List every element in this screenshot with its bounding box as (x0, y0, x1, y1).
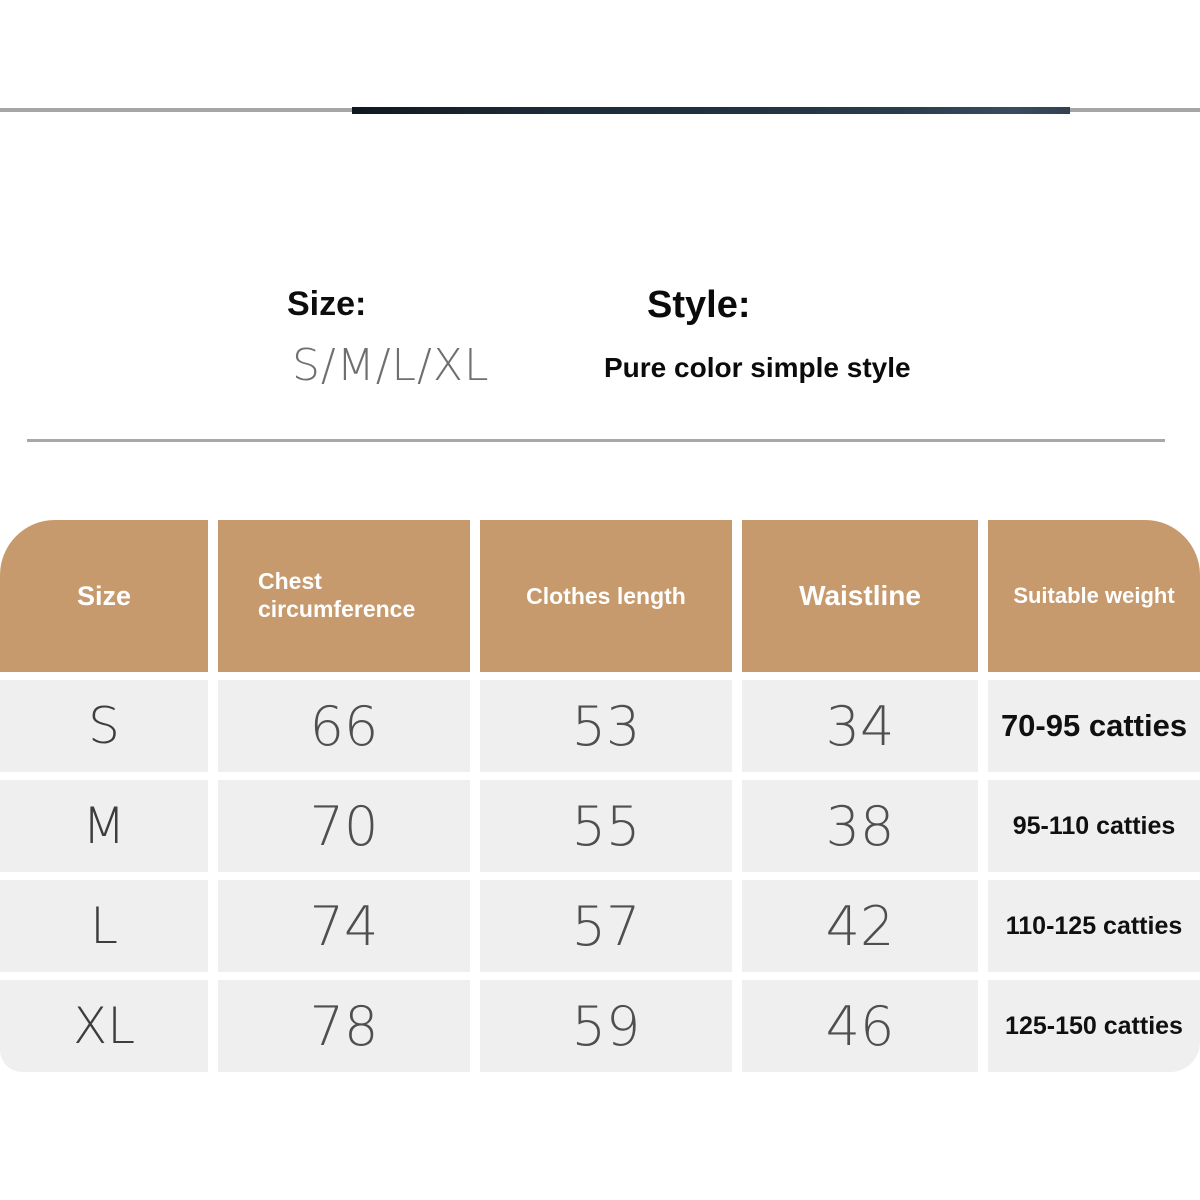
value-l-length: 57 (571, 894, 641, 958)
cell-xl-weight: 125-150 catties (988, 980, 1200, 1072)
value-m-weight: 95-110 catties (1012, 811, 1176, 840)
size-options-text: S/M/L/XL (292, 340, 490, 391)
header-waistline-label: Waistline (799, 580, 921, 611)
cell-l-waist: 42 (742, 880, 978, 972)
header-suitable-weight-label: Suitable weight (1013, 583, 1175, 608)
style-label: Style: (647, 284, 751, 326)
cell-m-waist: 38 (742, 780, 978, 872)
value-l-weight: 110-125 catties (1005, 911, 1183, 940)
cell-xl-size: XL (0, 980, 208, 1072)
photo-edge-dark-segment (352, 107, 1070, 114)
header-suitable-weight: Suitable weight (988, 520, 1200, 672)
value-m-chest: 70 (309, 794, 379, 858)
cell-s-size: S (0, 680, 208, 772)
value-xl-chest: 78 (309, 994, 379, 1058)
header-clothes-length: Clothes length (480, 520, 732, 672)
value-l-chest: 74 (309, 894, 379, 958)
value-s-waist: 34 (825, 694, 895, 758)
cell-s-length: 53 (480, 680, 732, 772)
header-chest-circumference-label: Chest circumference (258, 568, 416, 622)
size-l-label: L (90, 897, 118, 955)
value-m-length: 55 (571, 794, 641, 858)
cell-m-size: M (0, 780, 208, 872)
size-xl-label: XL (72, 997, 136, 1055)
photo-edge-left-segment (0, 108, 352, 112)
value-s-chest: 66 (309, 694, 379, 758)
value-s-weight: 70-95 catties (1000, 708, 1188, 743)
cell-m-weight: 95-110 catties (988, 780, 1200, 872)
size-chart-table: Size Chest circumference Clothes length … (0, 520, 1200, 1072)
cell-s-chest: 66 (218, 680, 470, 772)
size-label: Size: (287, 285, 367, 323)
cell-xl-chest: 78 (218, 980, 470, 1072)
value-l-waist: 42 (825, 894, 895, 958)
value-xl-length: 59 (571, 994, 641, 1058)
value-xl-waist: 46 (825, 994, 895, 1058)
size-m-label: M (82, 797, 126, 855)
cell-m-length: 55 (480, 780, 732, 872)
cell-s-weight: 70-95 catties (988, 680, 1200, 772)
cell-m-chest: 70 (218, 780, 470, 872)
size-s-label: S (88, 697, 120, 755)
header-waistline: Waistline (742, 520, 978, 672)
cell-l-chest: 74 (218, 880, 470, 972)
section-divider (27, 439, 1165, 442)
value-s-length: 53 (571, 694, 641, 758)
cell-s-waist: 34 (742, 680, 978, 772)
cell-l-length: 57 (480, 880, 732, 972)
header-chest-circumference: Chest circumference (218, 520, 470, 672)
header-clothes-length-label: Clothes length (526, 582, 686, 609)
cell-xl-waist: 46 (742, 980, 978, 1072)
style-value-text: Pure color simple style (604, 352, 911, 383)
value-xl-weight: 125-150 catties (1005, 1011, 1183, 1040)
cell-xl-length: 59 (480, 980, 732, 1072)
header-size: Size (0, 520, 208, 672)
photo-edge-strip (0, 107, 1200, 114)
cell-l-size: L (0, 880, 208, 972)
cell-l-weight: 110-125 catties (988, 880, 1200, 972)
value-m-waist: 38 (825, 794, 895, 858)
photo-edge-right-segment (1070, 108, 1200, 112)
header-size-label: Size (76, 580, 132, 611)
